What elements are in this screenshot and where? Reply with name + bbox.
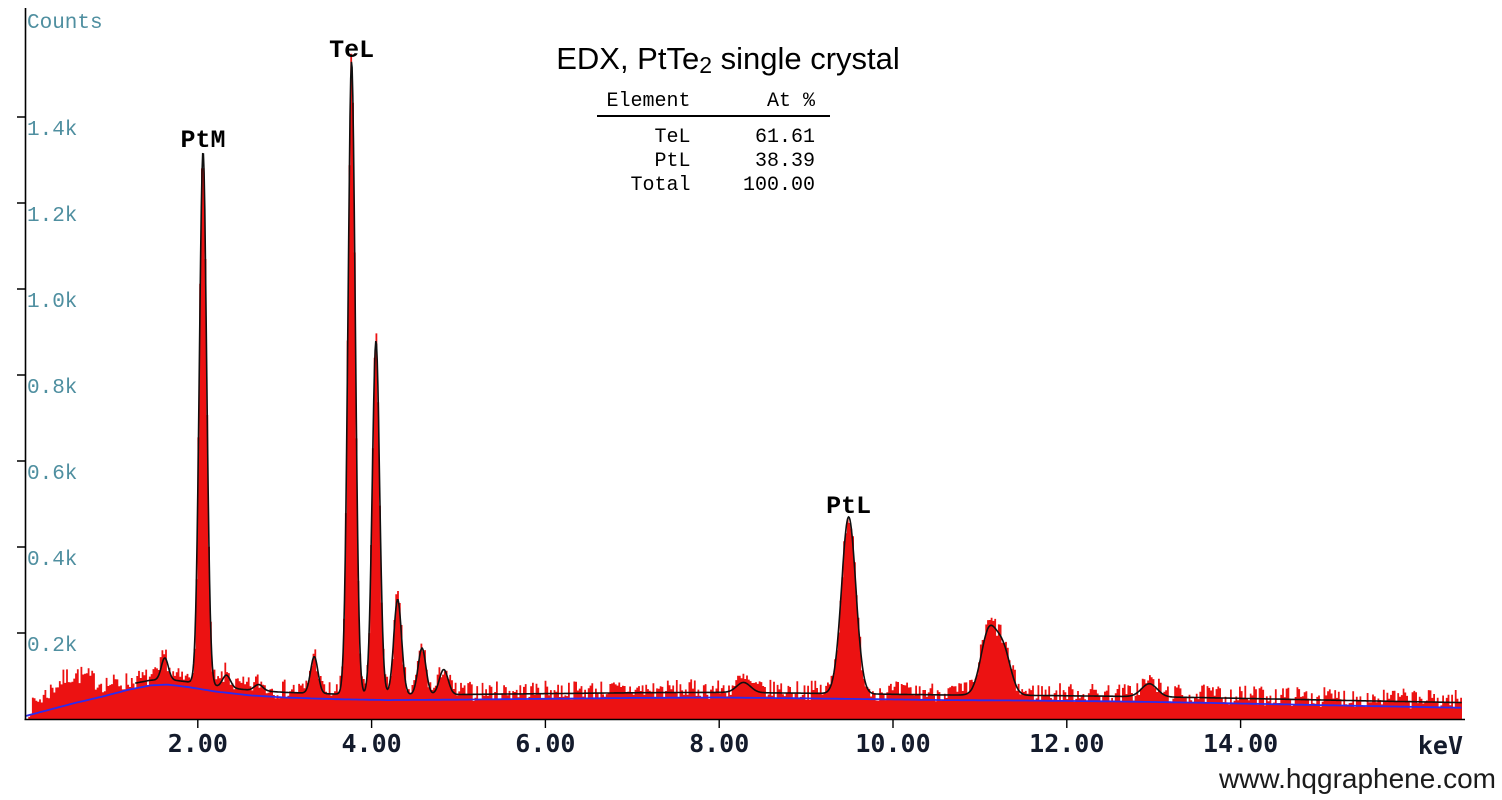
chart-title-suffix: single crystal bbox=[712, 41, 900, 76]
x-tick-label: 8.00 bbox=[689, 729, 750, 758]
x-tick-label: 12.00 bbox=[1029, 729, 1105, 758]
x-tick-label: 6.00 bbox=[515, 729, 576, 758]
x-tick-label: 2.00 bbox=[167, 729, 228, 758]
composition-col-atpct: At % bbox=[766, 90, 815, 113]
peak-annotation-PtM: PtM bbox=[180, 126, 226, 156]
x-tick-label: 14.00 bbox=[1202, 729, 1279, 758]
element-name: Total bbox=[630, 174, 691, 197]
peak-annotation-PtL: PtL bbox=[826, 491, 872, 521]
composition-col-element: Element bbox=[606, 90, 691, 113]
chart-title-subscript: 2 bbox=[699, 52, 712, 78]
background-curve bbox=[25, 683, 1462, 717]
element-name: PtL bbox=[654, 150, 691, 173]
composition-row-total: Total 100.00 bbox=[597, 174, 830, 198]
x-axis-title: keV bbox=[1417, 731, 1463, 760]
watermark-text: www.hqgraphene.com bbox=[1218, 763, 1496, 794]
element-name: TeL bbox=[654, 126, 691, 149]
chart-title: EDX, PtTe2 single crystal bbox=[0, 41, 1456, 78]
chart-title-prefix: EDX, PtTe bbox=[556, 41, 700, 76]
peak-annotation-TeL: TeL bbox=[329, 36, 375, 66]
x-tick-label: 4.00 bbox=[341, 729, 402, 758]
y-axis-title: Counts bbox=[27, 12, 103, 35]
y-tick-label: 1.4k bbox=[27, 119, 78, 142]
y-tick-label: 0.2k bbox=[27, 635, 78, 658]
axes bbox=[24, 8, 1465, 721]
axis-ticks bbox=[17, 116, 1242, 728]
x-tick-label: 10.00 bbox=[855, 729, 931, 758]
element-atpct: 100.00 bbox=[742, 174, 815, 197]
y-tick-label: 0.4k bbox=[27, 549, 78, 572]
composition-table-header: Element At % bbox=[597, 91, 830, 117]
y-tick-label: 0.6k bbox=[27, 463, 78, 486]
composition-row-ptl: PtL 38.39 bbox=[597, 150, 830, 174]
y-tick-label: 1.0k bbox=[27, 291, 78, 314]
composition-table: Element At % TeL 61.61 PtL 38.39 Total 1… bbox=[597, 91, 830, 198]
y-tick-label: 0.8k bbox=[27, 377, 78, 400]
y-tick-label: 1.2k bbox=[27, 205, 78, 228]
fit-curve bbox=[135, 61, 1462, 704]
composition-row-tel: TeL 61.61 bbox=[597, 126, 830, 150]
composition-table-rows: TeL 61.61 PtL 38.39 Total 100.00 bbox=[597, 126, 830, 198]
element-atpct: 61.61 bbox=[754, 126, 815, 149]
element-atpct: 38.39 bbox=[754, 150, 815, 173]
